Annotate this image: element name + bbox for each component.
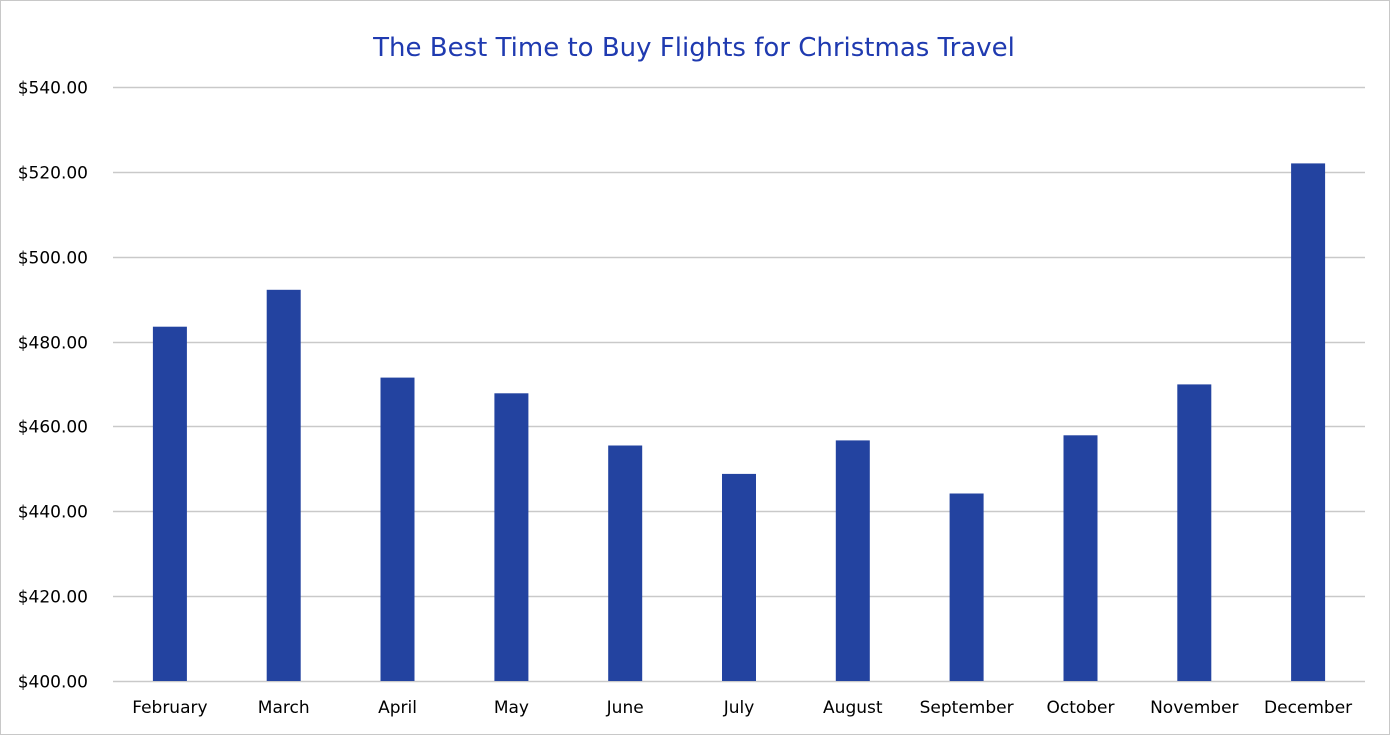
y-tick-label: $520.00 xyxy=(18,164,88,184)
y-tick-label: $500.00 xyxy=(18,249,88,269)
x-tick-label: February xyxy=(132,698,207,718)
x-tick-label: August xyxy=(823,698,883,718)
x-tick-label: June xyxy=(606,698,644,718)
bar-december xyxy=(1291,163,1326,681)
y-tick-label: $460.00 xyxy=(18,418,88,438)
x-tick-label: April xyxy=(378,698,417,718)
x-tick-label: July xyxy=(723,698,755,718)
y-tick-label: $540.00 xyxy=(18,79,88,99)
x-axis-tick-labels: February March April May June July August Septe… xyxy=(132,698,1352,718)
bar-april xyxy=(380,377,415,681)
chart-title: The Best Time to Buy Flights for Christm… xyxy=(372,33,1015,63)
bar-august xyxy=(835,440,870,681)
bar-september xyxy=(949,493,984,681)
y-tick-label: $420.00 xyxy=(18,588,88,608)
bar-february xyxy=(152,326,187,681)
x-tick-label: November xyxy=(1150,698,1238,718)
y-tick-label: $440.00 xyxy=(18,503,88,523)
bar-march xyxy=(266,289,301,681)
bars xyxy=(152,163,1326,681)
x-tick-label: May xyxy=(494,698,529,718)
x-tick-label: September xyxy=(920,698,1014,718)
x-tick-label: December xyxy=(1264,698,1352,718)
bar-october xyxy=(1063,435,1098,681)
gridlines xyxy=(113,86,1365,683)
y-tick-label: $480.00 xyxy=(18,334,88,354)
bar-may xyxy=(494,393,529,681)
bar-june xyxy=(608,445,643,681)
y-axis-tick-labels: $400.00 $420.00 $440.00 $460.00 $480.00 $500.… xyxy=(18,79,88,693)
x-tick-label: October xyxy=(1046,698,1114,718)
x-tick-label: March xyxy=(258,698,310,718)
y-tick-label: $400.00 xyxy=(18,673,88,693)
bar-november xyxy=(1177,384,1212,681)
bar-july xyxy=(722,473,756,681)
